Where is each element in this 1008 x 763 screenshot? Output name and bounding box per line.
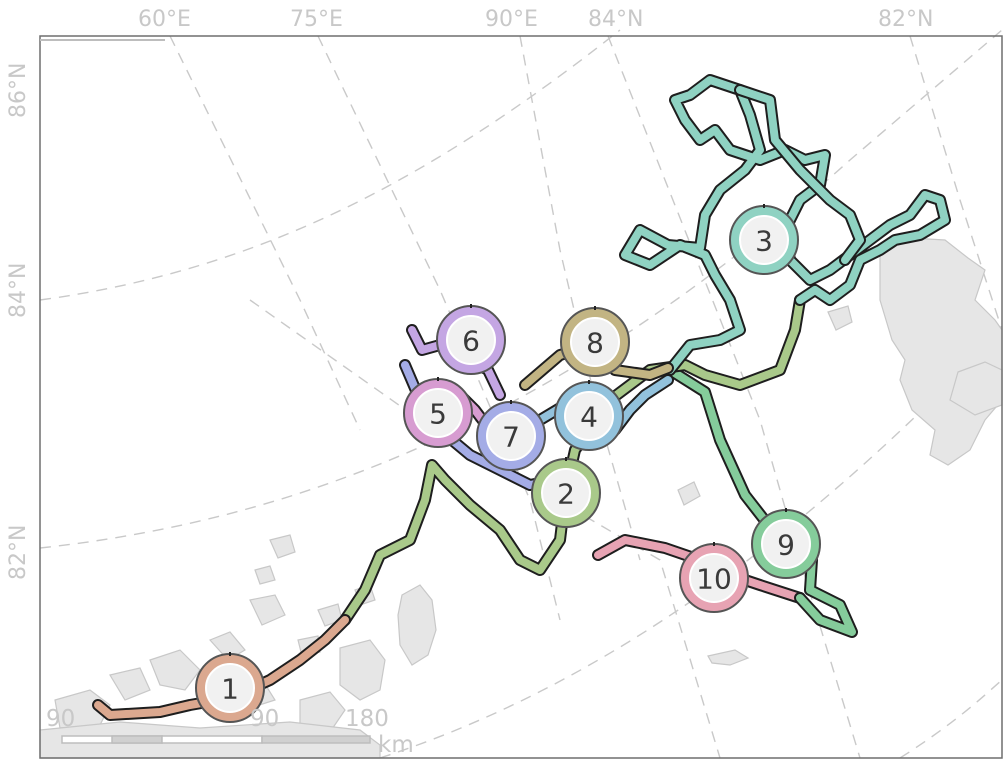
graticule-label-left: 82°N [6, 525, 31, 580]
marker-9[interactable]: 9 [751, 508, 821, 579]
landmass [397, 584, 437, 666]
landmass [827, 305, 853, 331]
landmass [677, 481, 701, 506]
marker-6[interactable]: 6 [436, 304, 506, 375]
left-graticule-labels: 86°N 84°N 82°N [6, 63, 31, 580]
landmass [109, 667, 151, 701]
marker-number: 3 [755, 225, 773, 258]
marker-inner [446, 315, 496, 365]
marker-number: 8 [586, 327, 604, 360]
map-frame [39, 35, 1003, 759]
graticule-line [899, 679, 1003, 759]
drift-markers: 1 2 3 4 5 6 7 8 9 10 [195, 204, 821, 723]
marker-2[interactable]: 2 [531, 457, 601, 528]
marker-inner [570, 317, 620, 367]
scale-bar-segment [261, 735, 371, 744]
marker-inner [541, 468, 591, 518]
graticule-label-top: 84°N [588, 7, 643, 32]
marker-number: 1 [221, 673, 239, 706]
landmass [339, 639, 386, 701]
graticule-line [169, 35, 361, 431]
scale-bar-label: 90 [46, 706, 75, 732]
marker-inner [564, 391, 614, 441]
marker-10[interactable]: 10 [679, 542, 749, 613]
landmass [269, 534, 296, 559]
graticule-label-left: 84°N [6, 263, 31, 318]
landmass [208, 631, 246, 661]
marker-inner [761, 519, 811, 569]
graticule-line [909, 35, 1003, 331]
landmass [707, 649, 750, 666]
graticule-label-top: 60°E [138, 7, 191, 32]
marker-inner [739, 215, 789, 265]
marker-number: 9 [777, 529, 795, 562]
scale-bar-unit: km [378, 732, 414, 758]
marker-number: 4 [580, 401, 598, 434]
marker-4[interactable]: 4 [554, 380, 624, 451]
landmass [249, 594, 286, 626]
track-3-path [621, 76, 949, 374]
track-3-path [736, 86, 864, 264]
marker-5[interactable]: 5 [403, 377, 473, 448]
marker-8[interactable]: 8 [560, 306, 630, 377]
graticule-label-top: 82°N [878, 7, 933, 32]
marker-number: 6 [462, 325, 480, 358]
marker-number: 10 [696, 563, 732, 596]
marker-number: 7 [502, 421, 520, 454]
track-2-path [341, 296, 804, 624]
marker-inner [689, 553, 739, 603]
scale-bar-label: 90 [250, 706, 279, 732]
graticule-label-top: 75°E [290, 7, 343, 32]
marker-inner [486, 411, 536, 461]
marker-3[interactable]: 3 [729, 204, 799, 275]
marker-1[interactable]: 1 [195, 652, 265, 723]
scale-bar: 90 90 180 km [46, 706, 414, 758]
marker-inner [205, 663, 255, 713]
landmass [254, 565, 276, 585]
marker-number: 5 [429, 398, 447, 431]
map-panel [40, 36, 1002, 758]
landmass [149, 649, 201, 691]
scale-bar-segment [161, 735, 263, 744]
graticule-line [607, 35, 861, 759]
scale-bar-segment [111, 735, 163, 744]
scale-bar-label: 180 [345, 706, 389, 732]
marker-inner [413, 388, 463, 438]
graticule-label-top: 90°E [485, 7, 538, 32]
top-graticule-labels: 60°E 75°E 90°E 84°N 82°N [138, 7, 933, 32]
graticule-label-left: 86°N [6, 63, 31, 118]
marker-7[interactable]: 7 [476, 400, 546, 471]
marker-number: 2 [557, 478, 575, 511]
